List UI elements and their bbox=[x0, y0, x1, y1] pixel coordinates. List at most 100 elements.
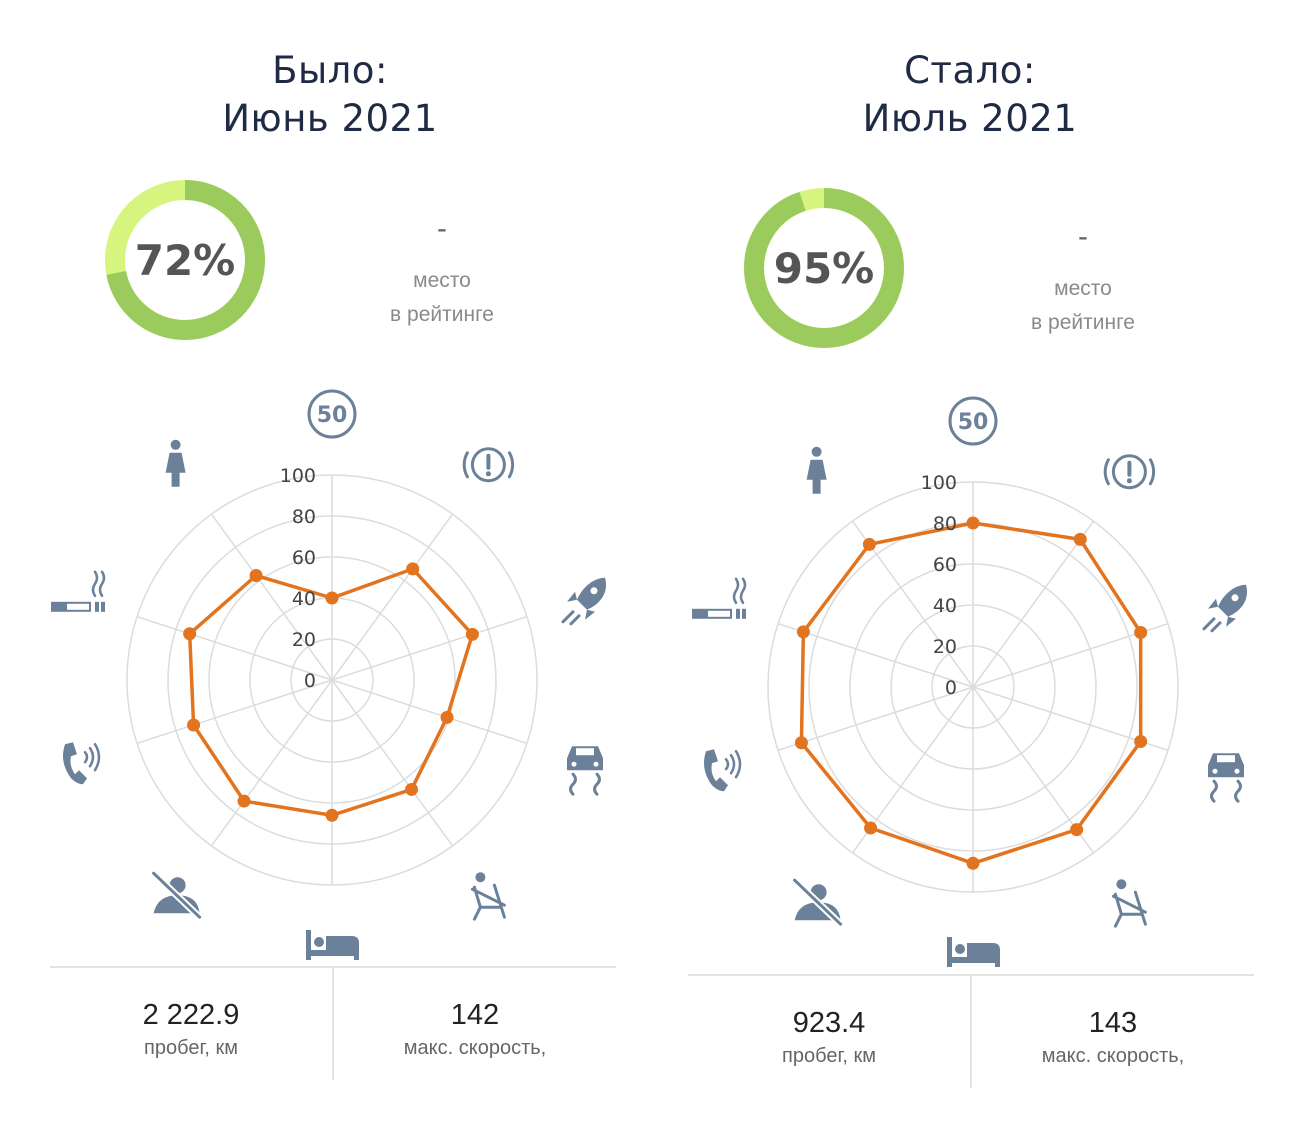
axis-tick-label: 20 bbox=[292, 629, 316, 651]
score-percent: 72% bbox=[134, 235, 236, 285]
data-point bbox=[187, 718, 201, 732]
no-driving-icon bbox=[792, 877, 844, 927]
axis-tick-label: 80 bbox=[933, 513, 957, 535]
speed-limit-label: 50 bbox=[317, 403, 348, 428]
rating-place-label-2: в рейтинге bbox=[1031, 311, 1135, 334]
score-percent: 95% bbox=[773, 243, 875, 293]
radar-chart: 0 20 40 60 80 100 50 bbox=[51, 389, 607, 960]
grid-spoke bbox=[777, 686, 974, 752]
axis-tick-label: 100 bbox=[280, 465, 316, 487]
data-point bbox=[325, 808, 339, 822]
data-point bbox=[1070, 823, 1084, 837]
rating-place-label-1: место bbox=[1054, 277, 1112, 300]
axis-tick-label: 0 bbox=[304, 670, 316, 692]
max-speed-value: 143 bbox=[1088, 1007, 1138, 1039]
stats-bar: 2 222.9 пробег, км 142 макс. скорость, bbox=[50, 966, 616, 1083]
passenger-icon bbox=[806, 446, 827, 494]
phone-icon bbox=[704, 749, 742, 792]
axis-tick-label: 100 bbox=[921, 472, 957, 494]
series-line bbox=[799, 521, 1143, 866]
rating-place-value: - bbox=[1078, 220, 1088, 253]
grid-spoke bbox=[136, 615, 333, 681]
radar-grid bbox=[767, 481, 1179, 893]
grid-spoke bbox=[331, 513, 454, 681]
data-point bbox=[966, 856, 980, 870]
rating-place-label-2: в рейтинге bbox=[390, 303, 494, 326]
panel-title: Стало: Июль 2021 bbox=[640, 47, 1296, 143]
donut-ring bbox=[105, 180, 265, 340]
warning-icon bbox=[462, 447, 515, 483]
data-point bbox=[1134, 626, 1148, 640]
grid-spoke bbox=[331, 615, 528, 681]
axis-tick-label: 40 bbox=[292, 588, 316, 610]
score-donut: 95% bbox=[742, 186, 906, 350]
smoking-icon bbox=[692, 577, 747, 619]
title-line-2: Июнь 2021 bbox=[222, 97, 438, 140]
speed-limit-50-icon: 50 bbox=[307, 389, 357, 439]
sleep-bed-icon bbox=[306, 930, 359, 960]
data-point bbox=[796, 625, 810, 639]
data-point bbox=[405, 782, 419, 796]
data-point bbox=[183, 627, 197, 641]
grid-spoke bbox=[331, 679, 454, 847]
smoking-icon bbox=[51, 570, 106, 612]
axis-tick-label: 60 bbox=[292, 547, 316, 569]
mileage-label: пробег, км bbox=[144, 1037, 238, 1059]
speed-limit-label: 50 bbox=[958, 410, 989, 435]
grid-spoke bbox=[136, 679, 333, 745]
rating-place: - место в рейтинге bbox=[983, 222, 1183, 340]
mileage-stat: 923.4 пробег, км bbox=[688, 976, 972, 1088]
donut-progress bbox=[105, 180, 265, 340]
data-point bbox=[864, 821, 878, 835]
max-speed-stat: 142 макс. скорость, bbox=[334, 968, 616, 1080]
stats-bar: 923.4 пробег, км 143 макс. скорость, bbox=[688, 974, 1254, 1091]
grid-spoke bbox=[972, 520, 1095, 688]
data-point bbox=[465, 627, 479, 641]
data-point bbox=[406, 562, 420, 576]
axis-tick-label: 60 bbox=[933, 554, 957, 576]
data-point bbox=[440, 710, 454, 724]
rocket-icon bbox=[561, 577, 607, 626]
rating-place-label-1: место bbox=[413, 269, 471, 292]
data-point bbox=[862, 537, 876, 551]
data-point bbox=[966, 516, 980, 530]
rating-place: - место в рейтинге bbox=[342, 214, 542, 332]
rocket-icon bbox=[1202, 584, 1248, 633]
data-point bbox=[249, 569, 263, 583]
axis-tick-label: 40 bbox=[933, 595, 957, 617]
warning-icon bbox=[1103, 454, 1156, 490]
car-skid-icon bbox=[567, 746, 603, 796]
axis-tick-label: 80 bbox=[292, 506, 316, 528]
seatbelt-icon bbox=[470, 872, 506, 921]
seatbelt-icon bbox=[1111, 879, 1147, 928]
max-speed-value: 142 bbox=[450, 999, 500, 1031]
axis-tick-label: 20 bbox=[933, 636, 957, 658]
grid-spoke bbox=[210, 513, 333, 681]
mileage-stat: 2 222.9 пробег, км bbox=[50, 968, 334, 1080]
radar-grid bbox=[126, 474, 538, 886]
car-skid-icon bbox=[1208, 753, 1244, 803]
max-speed-label: макс. скорость, bbox=[403, 1037, 547, 1059]
title-line-2: Июль 2021 bbox=[862, 97, 1078, 140]
mileage-value: 2 222.9 bbox=[142, 999, 240, 1031]
max-speed-label: макс. скорость, bbox=[1041, 1045, 1185, 1067]
panel-before: Было: Июнь 2021 72% - место в рейтинге 0… bbox=[50, 49, 616, 1083]
mileage-label: пробег, км bbox=[782, 1045, 876, 1067]
mileage-value: 923.4 bbox=[792, 1007, 866, 1039]
speed-limit-50-icon: 50 bbox=[948, 396, 998, 446]
panel-title: Было: Июнь 2021 bbox=[0, 47, 660, 143]
data-point bbox=[237, 794, 251, 808]
data-point bbox=[794, 736, 808, 750]
grid-spoke bbox=[777, 622, 974, 688]
score-donut: 72% bbox=[103, 178, 267, 342]
donut-ring bbox=[744, 188, 904, 348]
grid-spoke bbox=[331, 679, 528, 745]
data-point bbox=[1134, 734, 1148, 748]
data-point bbox=[1073, 532, 1087, 546]
donut-progress bbox=[744, 188, 904, 348]
max-speed-stat: 143 макс. скорость, bbox=[972, 976, 1254, 1088]
no-driving-icon bbox=[151, 870, 203, 920]
rating-place-value: - bbox=[437, 212, 447, 245]
title-line-1: Стало: bbox=[904, 49, 1036, 92]
grid-spoke bbox=[210, 679, 333, 847]
